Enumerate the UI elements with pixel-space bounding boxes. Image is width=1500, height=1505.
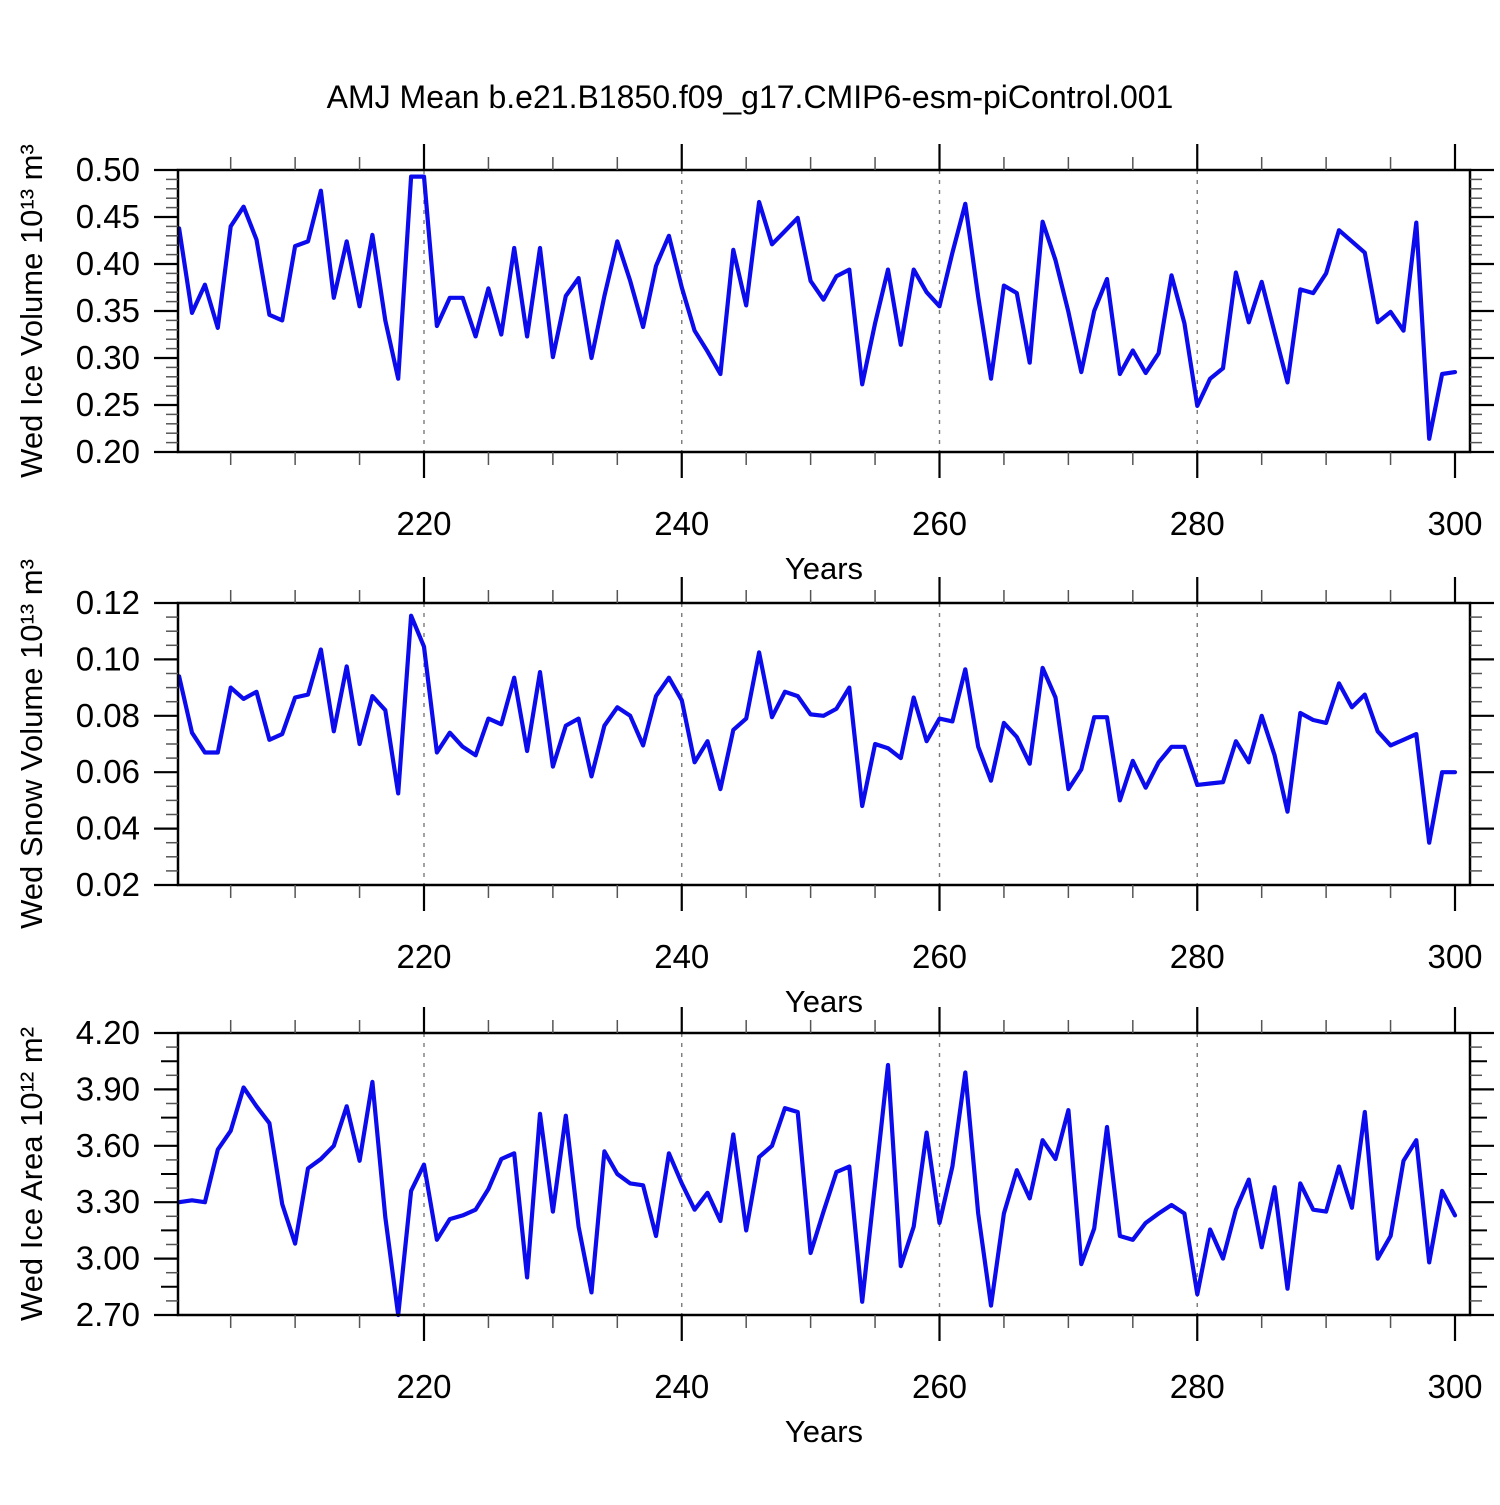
- panel-1: 0.20 0.25 0.30 0.35 0.40 0.45 0.50 220 240 260 280…: [14, 144, 1494, 586]
- x-tick-label: 300: [1427, 505, 1482, 542]
- y-tick-label: 0.45: [76, 198, 140, 235]
- x-tick-label: 280: [1170, 938, 1225, 975]
- x-tick-label: 260: [912, 1368, 967, 1405]
- y-tick-label: 0.35: [76, 292, 140, 329]
- data-line: [177, 174, 1458, 441]
- y-tick-label: 3.90: [76, 1070, 140, 1107]
- y-tick-label: 0.02: [76, 866, 140, 903]
- y-tick-label: 0.08: [76, 697, 140, 734]
- x-tick-label: 220: [396, 938, 451, 975]
- x-tick-label: 300: [1427, 938, 1482, 975]
- y-axis-title: Wed Ice Area 10¹² m²: [14, 1027, 49, 1321]
- x-tick-label: 220: [396, 505, 451, 542]
- x-tick-label: 260: [912, 938, 967, 975]
- y-tick-label: 0.20: [76, 433, 140, 470]
- y-tick-label: 3.30: [76, 1183, 140, 1220]
- panel-3: 2.70 3.00 3.30 3.60 3.90 4.20 220 240 260 280 300 W…: [14, 1007, 1494, 1449]
- y-tick-label: 2.70: [76, 1296, 140, 1333]
- y-tick-label: 0.25: [76, 386, 140, 423]
- x-tick-label: 240: [654, 938, 709, 975]
- x-axis-title: Years: [785, 1414, 863, 1449]
- x-axis-title: Years: [785, 984, 863, 1019]
- panel-2: 0.02 0.04 0.06 0.08 0.10 0.12 220 240 260 280 300 W…: [14, 559, 1494, 1019]
- x-tick-label: 240: [654, 505, 709, 542]
- y-axis-title: Wed Ice Volume 10¹³ m³: [14, 144, 49, 478]
- data-line: [177, 1062, 1458, 1318]
- y-tick-label: 4.20: [76, 1014, 140, 1051]
- y-tick-label: 0.12: [76, 584, 140, 621]
- y-tick-label: 3.60: [76, 1127, 140, 1164]
- x-tick-label: 260: [912, 505, 967, 542]
- x-tick-label: 280: [1170, 1368, 1225, 1405]
- x-tick-label: 240: [654, 1368, 709, 1405]
- y-tick-label: 3.00: [76, 1240, 140, 1277]
- x-tick-label: 220: [396, 1368, 451, 1405]
- y-tick-label: 0.40: [76, 245, 140, 282]
- data-line: [177, 613, 1458, 845]
- y-tick-label: 0.30: [76, 339, 140, 376]
- x-tick-label: 280: [1170, 505, 1225, 542]
- y-tick-label: 0.06: [76, 753, 140, 790]
- x-axis-title: Years: [785, 551, 863, 586]
- plot-title: AMJ Mean b.e21.B1850.f09_g17.CMIP6-esm-p…: [327, 79, 1174, 115]
- y-tick-label: 0.50: [76, 151, 140, 188]
- y-tick-label: 0.04: [76, 810, 140, 847]
- y-axis-title: Wed Snow Volume 10¹³ m³: [14, 559, 49, 929]
- y-tick-label: 0.10: [76, 640, 140, 677]
- x-tick-label: 300: [1427, 1368, 1482, 1405]
- panels: 0.20 0.25 0.30 0.35 0.40 0.45 0.50 220 240 260 280…: [14, 144, 1494, 1449]
